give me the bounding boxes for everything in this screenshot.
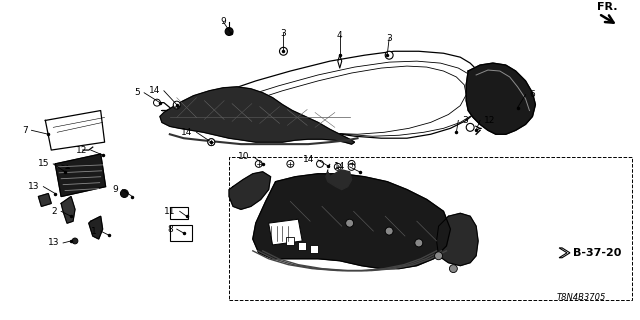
Circle shape — [449, 265, 458, 273]
Text: 3: 3 — [280, 29, 286, 38]
Text: 6: 6 — [529, 90, 535, 99]
Text: 2: 2 — [52, 207, 57, 216]
Bar — [170, 207, 188, 219]
Text: 5: 5 — [134, 88, 140, 97]
Circle shape — [120, 189, 129, 197]
Circle shape — [317, 160, 323, 167]
Text: 12: 12 — [76, 146, 87, 155]
Text: 1: 1 — [91, 227, 97, 236]
Polygon shape — [61, 196, 75, 223]
Circle shape — [415, 239, 423, 247]
Polygon shape — [466, 63, 536, 134]
Polygon shape — [38, 194, 51, 206]
Text: 3: 3 — [462, 116, 468, 125]
Bar — [298, 242, 306, 250]
Circle shape — [348, 160, 355, 167]
Text: B-37-20: B-37-20 — [573, 248, 621, 258]
Circle shape — [154, 99, 161, 106]
Bar — [170, 225, 191, 241]
Text: 14: 14 — [181, 128, 193, 137]
Circle shape — [225, 28, 233, 36]
Bar — [287, 237, 294, 245]
Circle shape — [346, 219, 353, 227]
Bar — [229, 157, 632, 300]
Polygon shape — [326, 170, 351, 189]
Text: 13: 13 — [28, 182, 40, 191]
Polygon shape — [436, 213, 478, 266]
Polygon shape — [160, 87, 355, 144]
Text: 12: 12 — [484, 116, 495, 125]
Circle shape — [255, 160, 262, 167]
Circle shape — [72, 238, 78, 244]
Text: 11: 11 — [164, 207, 176, 216]
Circle shape — [173, 101, 180, 108]
Polygon shape — [253, 174, 451, 268]
Text: 14: 14 — [148, 86, 160, 95]
Polygon shape — [229, 172, 271, 209]
Text: 9: 9 — [220, 17, 226, 26]
Circle shape — [173, 102, 180, 109]
Text: FR.: FR. — [596, 2, 617, 12]
Circle shape — [435, 252, 442, 260]
Text: 14: 14 — [303, 156, 314, 164]
Text: T8N4B3705: T8N4B3705 — [557, 293, 607, 302]
Polygon shape — [559, 248, 570, 258]
Text: 3: 3 — [387, 34, 392, 43]
Polygon shape — [89, 216, 102, 239]
Text: 4: 4 — [337, 31, 342, 40]
Circle shape — [385, 51, 393, 59]
Circle shape — [385, 227, 393, 235]
Polygon shape — [162, 51, 488, 138]
Circle shape — [287, 160, 294, 167]
Text: 7: 7 — [22, 126, 28, 135]
Text: 9: 9 — [113, 185, 118, 194]
Bar — [310, 245, 318, 253]
Circle shape — [466, 124, 474, 131]
Circle shape — [208, 139, 215, 146]
Text: 14: 14 — [334, 162, 346, 172]
Text: 10: 10 — [238, 153, 250, 162]
Circle shape — [208, 139, 215, 146]
Text: 8: 8 — [167, 225, 173, 234]
Circle shape — [334, 164, 341, 170]
Circle shape — [280, 47, 287, 55]
Polygon shape — [55, 154, 106, 196]
Circle shape — [348, 164, 355, 170]
Polygon shape — [269, 219, 302, 245]
Text: 13: 13 — [47, 238, 59, 247]
Polygon shape — [45, 110, 104, 150]
Text: 15: 15 — [38, 159, 49, 168]
